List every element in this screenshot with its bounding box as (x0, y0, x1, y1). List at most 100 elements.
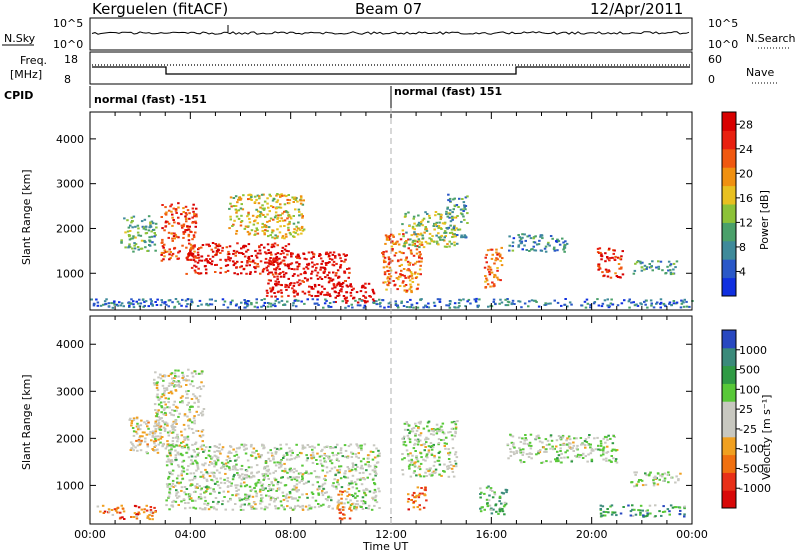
power-echo-cell (128, 302, 131, 305)
power-echo-cell (328, 279, 332, 282)
power-echo-cell (293, 228, 296, 231)
velocity-echo-cell (171, 428, 175, 431)
velocity-echo-cell (187, 448, 191, 451)
velocity-echo-cell (232, 465, 236, 468)
velocity-echo-cell (134, 446, 137, 449)
power-echo-cell (452, 198, 455, 201)
power-echo-cell (402, 268, 406, 270)
velocity-echo-cell (575, 437, 578, 440)
power-echo-cell (345, 284, 349, 287)
velocity-echo-cell (454, 462, 458, 465)
power-echo-cell (448, 303, 452, 305)
power-echo-cell (265, 252, 268, 255)
velocity-echo-cell (560, 456, 563, 459)
velocity-echo-cell (424, 438, 427, 441)
power-echo-cell (659, 302, 662, 305)
power-echo-cell (269, 251, 273, 254)
velocity-echo-cell (171, 482, 175, 485)
velocity-echo-cell (209, 492, 212, 495)
velocity-echo-cell (454, 423, 458, 426)
power-echo-cell (661, 269, 664, 272)
velocity-echo-cell (245, 496, 249, 498)
power-echo-cell (215, 253, 218, 256)
power-echo-cell (269, 217, 273, 220)
power-echo-cell (666, 265, 669, 268)
velocity-echo-cell (422, 443, 425, 446)
power-echo-cell (460, 234, 463, 237)
velocity-echo-cell (246, 459, 250, 462)
power-echo-cell (538, 239, 541, 242)
velocity-echo-cell (136, 449, 139, 452)
power-echo-cell (167, 305, 170, 308)
velocity-echo-cell (455, 465, 458, 468)
velocity-echo-cell (190, 380, 194, 383)
power-echo-cell (235, 250, 239, 253)
power-echo-cell (207, 261, 210, 264)
power-echo-cell (398, 233, 401, 236)
power-echo-cell (295, 261, 299, 264)
velocity-echo-cell (292, 471, 296, 474)
power-echo-cell (674, 266, 677, 269)
power-echo-cell (208, 298, 212, 301)
velocity-echo-cell (488, 494, 491, 497)
velocity-echo-cell (139, 428, 142, 431)
velocity-echo-cell (336, 506, 339, 509)
power-echo-cell (643, 300, 646, 303)
velocity-echo-cell (196, 467, 200, 470)
velocity-echo-cell (528, 441, 532, 444)
velocity-echo-cell (201, 475, 205, 478)
velocity-echo-cell (153, 436, 156, 439)
power-echo-cell (457, 306, 460, 309)
power-echo-cell (422, 217, 426, 220)
velocity-echo-cell (511, 435, 515, 438)
power-echo-cell (381, 252, 384, 254)
power-echo-cell (342, 253, 346, 256)
velocity-echo-cell (317, 492, 320, 495)
power-echo-cell (394, 302, 398, 305)
power-echo-cell (541, 237, 544, 240)
power-echo-cell (500, 246, 503, 249)
power-echo-cell (682, 305, 686, 308)
velocity-echo-cell (486, 502, 489, 505)
velocity-echo-cell (343, 475, 346, 478)
power-echo-cell (308, 285, 311, 288)
power-echo-cell (394, 300, 397, 303)
velocity-echo-cell (334, 474, 337, 477)
velocity-echo-cell (647, 474, 651, 477)
power-echo-cell (207, 243, 210, 246)
power-echo-cell (439, 218, 442, 221)
velocity-echo-cell (199, 497, 203, 500)
power-echo-cell (402, 235, 405, 238)
power-echo-cell (297, 255, 301, 258)
power-echo-cell (227, 256, 230, 259)
power-echo-cell (332, 260, 336, 263)
velocity-echo-cell (196, 387, 199, 389)
velocity-echo-cell (160, 405, 163, 408)
power-echo-cell (128, 304, 131, 307)
power-echo-cell (274, 253, 278, 256)
velocity-echo-cell (407, 493, 410, 496)
velocity-echo-cell (231, 494, 234, 497)
power-echo-cell (405, 257, 408, 260)
power-echo-cell (296, 281, 299, 284)
power-echo-cell (236, 273, 239, 276)
velocity-echo-cell (183, 428, 187, 431)
velocity-echo-cell (541, 461, 545, 464)
velocity-echo-cell (204, 507, 207, 510)
velocity-echo-cell (365, 469, 368, 472)
velocity-echo-cell (579, 437, 583, 439)
velocity-echo-cell (206, 502, 210, 505)
velocity-echo-cell (197, 497, 201, 500)
velocity-echo-cell (559, 447, 562, 450)
power-echo-cell (643, 268, 646, 271)
power-echo-cell (608, 270, 611, 273)
velocity-echo-cell (415, 439, 419, 442)
velocity-echo-cell (234, 494, 238, 497)
power-echo-cell (636, 304, 640, 307)
power-echo-cell (449, 209, 452, 212)
velocity-echo-cell (264, 505, 267, 508)
power-echo-cell (320, 262, 323, 265)
velocity-echo-cell (438, 456, 441, 459)
velocity-echo-cell (251, 505, 254, 508)
velocity-echo-cell (315, 476, 319, 479)
